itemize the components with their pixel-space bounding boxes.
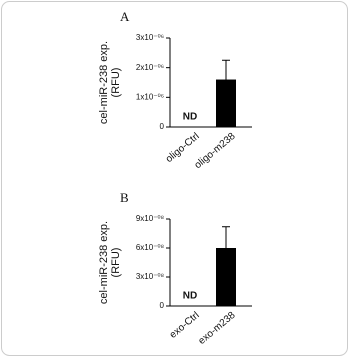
y-axis-label: cel-miR-238 exp.(RFU) (98, 221, 122, 304)
panel-label: B (120, 190, 129, 205)
y-axis-label-line: (RFU) (110, 68, 122, 98)
y-tick-label: 3x10⁻⁰⁸ (136, 272, 164, 281)
value-label: ND (183, 112, 197, 123)
y-axis-label-line: cel-miR-238 exp. (98, 41, 110, 124)
y-tick-label: 2x10⁻⁰⁶ (136, 63, 164, 72)
panel-label: A (120, 9, 130, 24)
y-axis-label: cel-miR-238 exp.(RFU) (98, 41, 122, 124)
y-axis-label-line: cel-miR-238 exp. (98, 221, 110, 304)
y-axis-label-line: (RFU) (110, 248, 122, 278)
y-tick-label: 0 (160, 122, 165, 131)
bar (216, 248, 236, 306)
value-label: ND (183, 291, 197, 302)
y-tick-label: 3x10⁻⁰⁶ (136, 33, 164, 42)
y-tick-label: 6x10⁻⁰⁸ (136, 243, 164, 252)
y-tick-label: 9x10⁻⁰⁸ (136, 214, 164, 223)
y-tick-label: 0 (160, 301, 165, 310)
y-tick-label: 1x10⁻⁰⁶ (136, 92, 164, 101)
bar (216, 79, 236, 127)
